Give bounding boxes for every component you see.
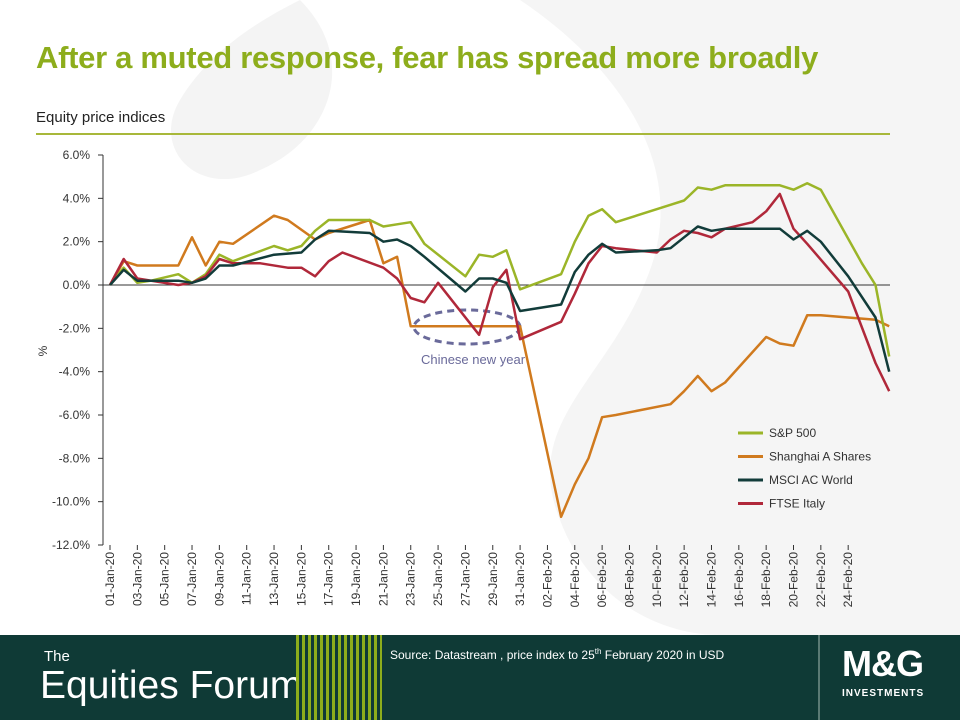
x-tick-label: 16-Feb-20 (732, 552, 746, 608)
legend: S&P 500 Shanghai A Shares MSCI AC World FTS… (738, 426, 871, 511)
x-tick-label: 07-Jan-20 (185, 552, 199, 606)
legend-label: MSCI AC World (769, 473, 853, 487)
source-sup: th (594, 647, 602, 656)
x-tick-label: 18-Feb-20 (759, 552, 773, 608)
x-tick-label: 11-Jan-20 (240, 552, 254, 605)
x-tick-label: 17-Jan-20 (322, 552, 336, 606)
x-tick-label: 29-Jan-20 (486, 552, 500, 606)
source-suffix: February 2020 in USD (601, 648, 725, 662)
series-line-0 (109, 181, 891, 357)
line-chart: % 6.0% 4.0% 2.0% 0.0% -2.0% -4.0% -6.0% -8.0% -1… (36, 148, 891, 607)
series-lines (108, 181, 891, 519)
x-tick-label: 04-Feb-20 (568, 552, 582, 608)
y-tick-label: 0.0% (63, 278, 91, 292)
y-ticks: 6.0% 4.0% 2.0% 0.0% -2.0% -4.0% -6.0% -8.0% -10.… (52, 148, 103, 552)
x-tick-label: 15-Jan-20 (294, 552, 308, 606)
legend-label: S&P 500 (769, 426, 816, 440)
y-tick-label: -4.0% (59, 365, 91, 379)
x-tick-label: 22-Feb-20 (814, 552, 828, 608)
series-line-3 (108, 192, 891, 392)
x-tick-label: 19-Jan-20 (349, 552, 363, 606)
series-line-2 (109, 225, 891, 373)
x-tick-label: 12-Feb-20 (677, 552, 691, 608)
x-tick-label: 14-Feb-20 (704, 552, 718, 608)
legend-label: FTSE Italy (769, 497, 825, 511)
x-tick-label: 20-Feb-20 (787, 552, 801, 608)
x-tick-label: 03-Jan-20 (130, 552, 144, 606)
x-tick-label: 27-Jan-20 (458, 552, 472, 606)
y-tick-label: 4.0% (63, 191, 91, 205)
y-tick-label: -2.0% (59, 321, 91, 335)
mg-logo-box: M&G INVESTMENTS (818, 635, 960, 720)
x-ticks: 01-Jan-20 03-Jan-20 05-Jan-20 07-Jan-20 09-J… (103, 545, 855, 607)
source-note: Source: Datastream , price index to 25th… (390, 647, 724, 662)
x-tick-label: 31-Jan-20 (513, 552, 527, 606)
y-tick-label: -8.0% (59, 451, 91, 465)
y-axis-label: % (36, 345, 50, 356)
x-tick-label: 01-Jan-20 (103, 552, 117, 606)
source-prefix: Source: Datastream , price index to 25 (390, 648, 595, 662)
mg-logo-sub: INVESTMENTS (842, 688, 925, 699)
y-tick-label: 6.0% (63, 148, 91, 162)
footer: The Equities Forum Source: Datastream , … (0, 635, 960, 720)
subtitle-rule (36, 133, 890, 135)
x-tick-label: 24-Feb-20 (841, 552, 855, 608)
x-tick-label: 08-Feb-20 (622, 552, 636, 608)
legend-label: Shanghai A Shares (769, 450, 871, 464)
y-tick-label: -10.0% (52, 495, 90, 509)
page-title: After a muted response, fear has spread … (36, 40, 819, 75)
x-tick-label: 13-Jan-20 (267, 552, 281, 606)
brand-the: The (44, 648, 70, 665)
brand-equities-forum: Equities Forum (40, 664, 303, 707)
series-line-1 (108, 214, 890, 519)
stripes-decoration (296, 635, 382, 720)
x-tick-label: 23-Jan-20 (404, 552, 418, 606)
x-tick-label: 10-Feb-20 (650, 552, 664, 608)
chart-subtitle: Equity price indices (36, 109, 166, 126)
x-tick-label: 05-Jan-20 (158, 552, 172, 606)
x-tick-label: 25-Jan-20 (431, 552, 445, 606)
x-tick-label: 02-Feb-20 (540, 552, 554, 608)
x-tick-label: 21-Jan-20 (376, 552, 390, 606)
mg-logo: M&G (842, 643, 924, 684)
x-tick-label: 09-Jan-20 (212, 552, 226, 606)
y-tick-label: 2.0% (63, 235, 91, 249)
x-tick-label: 06-Feb-20 (595, 552, 609, 608)
annotation-text: Chinese new year (421, 352, 526, 367)
y-tick-label: -6.0% (59, 408, 91, 422)
y-tick-label: -12.0% (52, 538, 90, 552)
